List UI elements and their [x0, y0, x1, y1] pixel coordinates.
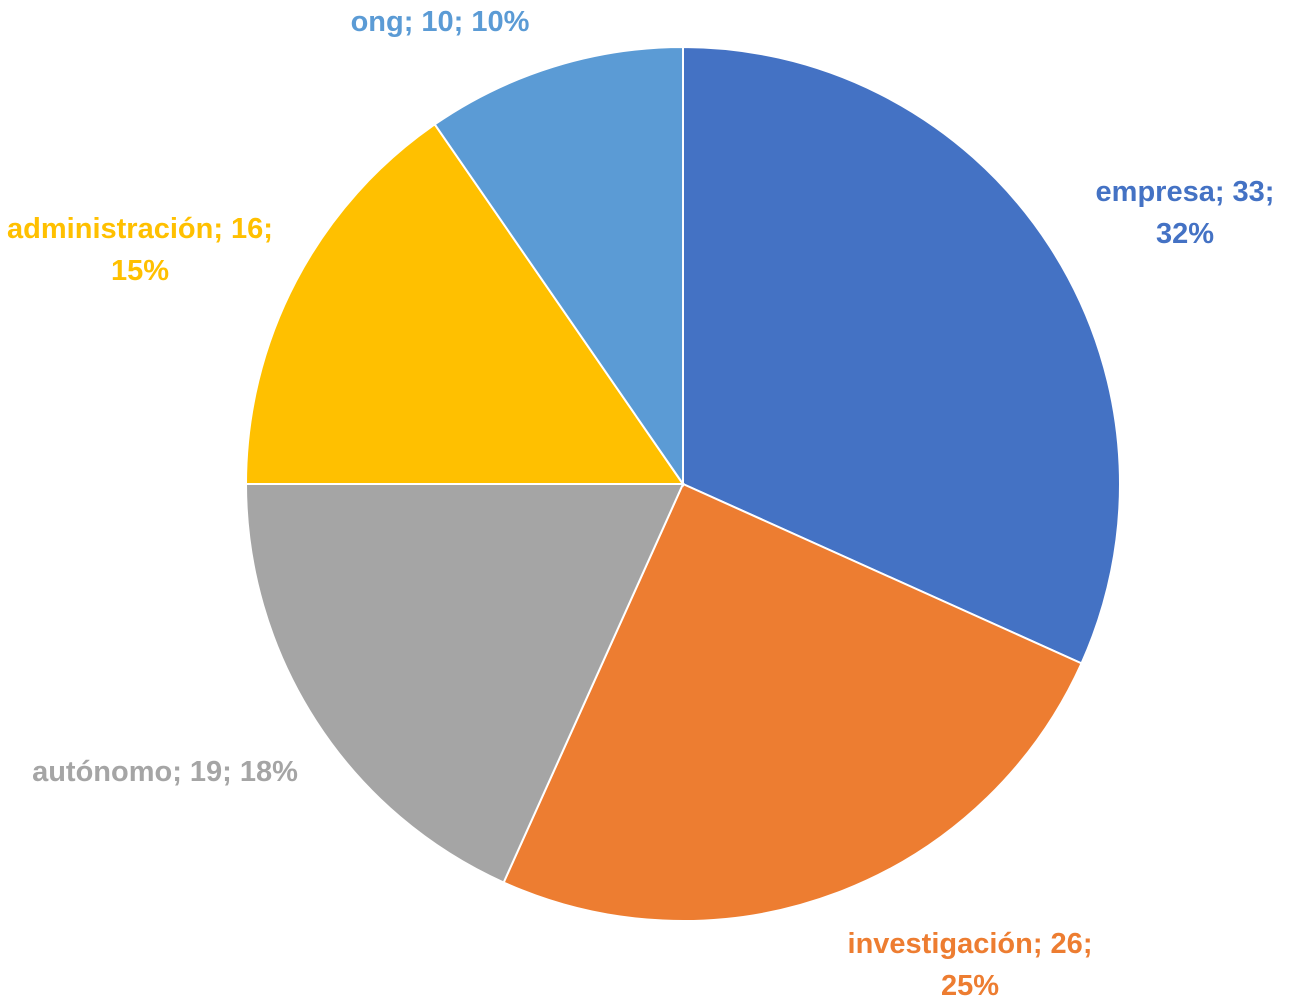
data-label: investigación; 26; 25%	[847, 928, 1093, 1002]
pie-slice	[502, 482, 1083, 922]
pie-slice	[682, 45, 1121, 665]
data-label: autónomo; 19; 18%	[32, 756, 298, 788]
data-label: administración; 16; 15%	[7, 213, 273, 287]
pie-slice	[244, 483, 685, 884]
pie-slice	[433, 45, 684, 488]
data-label: empresa; 33; 32%	[1095, 176, 1275, 250]
pie-slice	[244, 122, 685, 485]
data-label: ong; 10; 10%	[350, 6, 530, 38]
